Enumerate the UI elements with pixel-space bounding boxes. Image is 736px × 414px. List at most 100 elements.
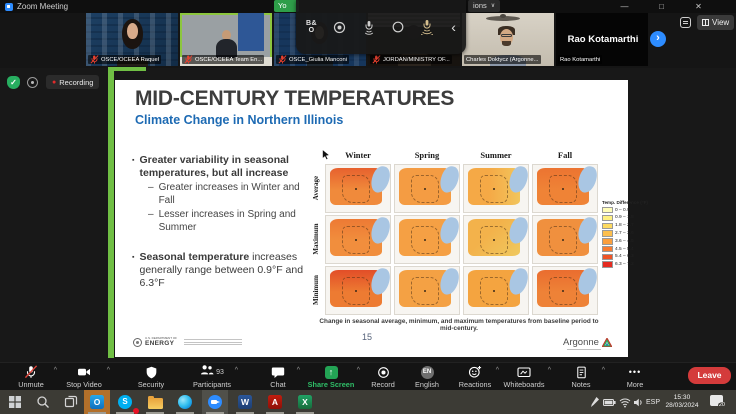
- task-view-button[interactable]: [58, 390, 84, 414]
- participant-name-label: OSCE/OCEEA Team En...: [182, 55, 265, 64]
- circle-outline-icon[interactable]: [392, 21, 404, 33]
- chevron-up-icon[interactable]: ^: [106, 367, 110, 374]
- taskbar-acrobat[interactable]: A: [262, 390, 288, 414]
- tray-language[interactable]: ESP: [646, 398, 661, 406]
- battery-icon: [603, 398, 616, 406]
- taskbar-search[interactable]: [30, 390, 56, 414]
- taskbar-zoom[interactable]: [202, 390, 228, 414]
- start-button[interactable]: [2, 390, 28, 414]
- next-participants-button[interactable]: ›: [650, 31, 666, 47]
- toolbar-label: Participants: [192, 380, 232, 389]
- share-screen-icon: ↑: [324, 365, 338, 379]
- taskbar-skype[interactable]: S: [112, 390, 140, 414]
- participant-tile-team[interactable]: OSCE/OCEEA Team En...: [180, 13, 272, 66]
- taskbar-file-explorer[interactable]: [142, 390, 168, 414]
- taskbar-edge[interactable]: [172, 390, 198, 414]
- language-interpretation-icon: EN: [420, 365, 434, 379]
- skype-icon: S: [118, 395, 132, 409]
- toolbar-participants[interactable]: 93 ^ Participants: [186, 365, 238, 390]
- minimize-icon[interactable]: —: [620, 2, 629, 11]
- close-icon[interactable]: ✕: [695, 2, 702, 11]
- bo-headset-overlay: B& O ‹: [296, 0, 466, 54]
- toolbar-notes[interactable]: ^ Notes: [557, 365, 605, 390]
- recording-control-icon[interactable]: [27, 77, 38, 88]
- chevron-up-icon[interactable]: ^: [296, 367, 300, 374]
- legend-label: 5.4 – 6.3: [615, 254, 634, 260]
- recording-label: Recording: [59, 77, 94, 87]
- legend-label: 2.7 – 3.6: [615, 231, 634, 237]
- participant-name-label: Rao Kotamarthi: [558, 55, 603, 64]
- bullet-marker: ▪: [132, 157, 135, 164]
- toolbar-whiteboards[interactable]: ^ Whiteboards: [497, 365, 551, 390]
- grid-view-icon: [702, 19, 709, 26]
- toolbar-label: Chat: [270, 380, 286, 389]
- taskbar-outlook[interactable]: O: [84, 390, 110, 414]
- bo-logo: B& O: [306, 20, 317, 34]
- chevron-up-icon[interactable]: ^: [601, 367, 605, 374]
- sub-bullet-text: Greater increases in Winter and Fall: [158, 182, 300, 206]
- legend-swatch: [602, 238, 613, 245]
- taskbar-word[interactable]: W: [232, 390, 258, 414]
- figure-caption: Change in seasonal average, minimum, and…: [319, 318, 599, 332]
- doe-dept-line: U.S. DEPARTMENT OF: [145, 336, 178, 340]
- chevron-up-icon[interactable]: ^: [495, 367, 499, 374]
- participant-name-label: OSCE/OCEEA Raquel: [88, 55, 161, 64]
- map-legend: Temp. Difference (°F) 0 – 0.9 0.9 – 1.8 1.…: [602, 200, 648, 269]
- maximize-icon[interactable]: □: [659, 2, 664, 11]
- outlook-icon: O: [90, 395, 104, 409]
- slide-title: MID-CENTURY TEMPERATURES: [135, 87, 455, 110]
- sub-bullet-text: Lesser increases in Spring and Summer: [158, 209, 296, 233]
- leave-button[interactable]: Leave: [688, 367, 731, 384]
- season-header-spring: Spring: [414, 150, 440, 160]
- toolbar-more[interactable]: ••• More: [613, 365, 657, 390]
- map-average-spring: [394, 164, 460, 213]
- chevron-up-icon[interactable]: ^: [234, 367, 238, 374]
- chevron-left-icon[interactable]: ‹: [451, 19, 456, 35]
- participant-tile-charles[interactable]: Charles Doktycz (Argonne...: [462, 13, 554, 66]
- toolbar-record[interactable]: Record: [361, 365, 405, 390]
- mic-transparency-icon[interactable]: [419, 19, 435, 35]
- viewing-banner-text: Yo: [278, 1, 287, 10]
- tray-speaker[interactable]: [633, 390, 644, 414]
- meeting-security-shield-icon[interactable]: ✓: [7, 76, 20, 89]
- toolbar-chat[interactable]: ^ Chat: [256, 365, 300, 390]
- toolbar-security[interactable]: Security: [128, 365, 174, 390]
- chevron-up-icon[interactable]: ^: [356, 367, 360, 374]
- zoom-toolbar: ^ Unmute ^ Stop Video Security 93 ^: [0, 362, 736, 390]
- screen-share-border: [108, 67, 114, 358]
- muted-mic-icon: [90, 55, 99, 64]
- legend-label: 1.8 – 2.7: [615, 223, 634, 229]
- toolbar-reactions[interactable]: ^ Reactions: [451, 365, 499, 390]
- view-options-dropdown[interactable]: ions ∨: [468, 0, 501, 12]
- participant-tile-rao[interactable]: Rao Kotamarthi Rao Kotamarthi: [556, 13, 648, 66]
- tray-time: 15:30: [673, 394, 691, 401]
- glasses: [501, 34, 512, 37]
- tray-wifi[interactable]: [619, 390, 631, 414]
- audio-device-icon[interactable]: [680, 17, 691, 28]
- chevron-up-icon[interactable]: ^: [547, 367, 551, 374]
- toolbar-unmute[interactable]: ^ Unmute: [5, 365, 57, 390]
- view-button[interactable]: View: [697, 15, 735, 30]
- screen-share-border-top: [108, 67, 146, 71]
- anc-ring-icon[interactable]: [333, 21, 346, 34]
- participant-tile-raquel[interactable]: OSCE/OCEEA Raquel: [86, 13, 178, 66]
- toolbar-interpretation[interactable]: EN English: [405, 365, 449, 390]
- tray-clock[interactable]: 15:30 28/03/2024: [662, 394, 702, 410]
- participant-name: OSCE/OCEEA Raquel: [101, 56, 159, 63]
- toolbar-share-screen[interactable]: ↑ ^ Share Screen: [302, 365, 360, 390]
- whiteboard-icon: [497, 365, 551, 379]
- taskbar-excel[interactable]: X: [292, 390, 318, 414]
- legend-swatch: [602, 230, 613, 237]
- wifi-icon: [619, 398, 631, 407]
- tray-battery[interactable]: [603, 390, 617, 414]
- toolbar-stop-video[interactable]: ^ Stop Video: [58, 365, 110, 390]
- legend-title: Temp. Difference (°F): [602, 200, 648, 205]
- dash-marker: –: [148, 209, 154, 220]
- tray-pen[interactable]: [590, 390, 600, 414]
- mic-waves-icon[interactable]: [362, 20, 376, 35]
- page-number: 15: [361, 332, 372, 342]
- action-center-icon[interactable]: 20: [710, 395, 726, 409]
- mouse-cursor: [322, 149, 331, 160]
- chevron-up-icon[interactable]: ^: [53, 367, 57, 374]
